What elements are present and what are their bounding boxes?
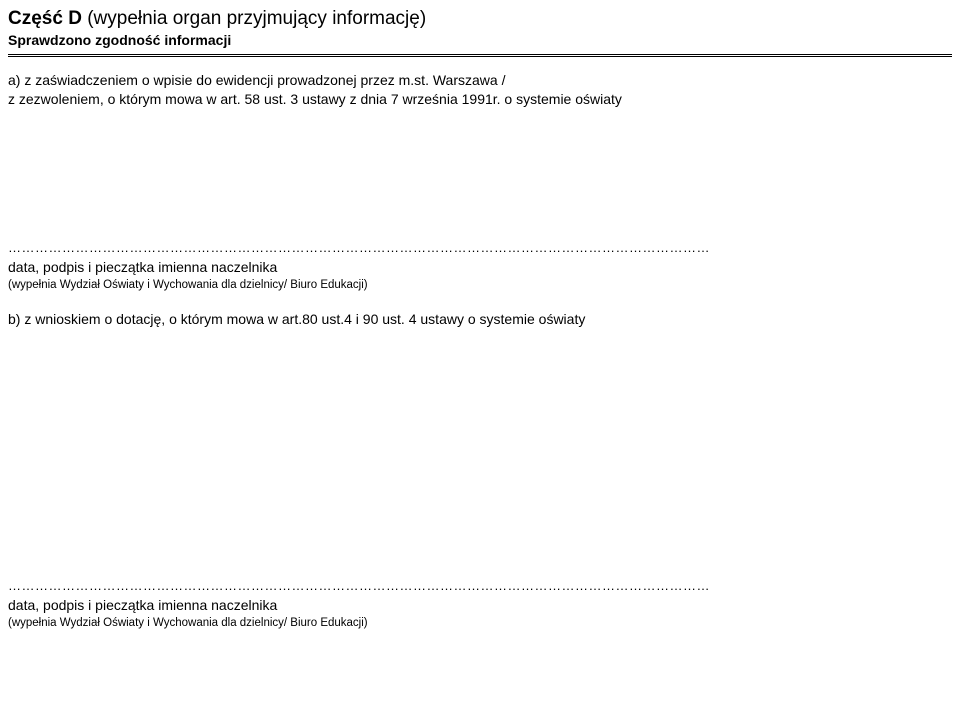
blank-space-b <box>8 329 952 577</box>
section-d-title-bold: Część D <box>8 8 82 29</box>
section-d-content: a) z zaświadczeniem o wpisie do ewidencj… <box>8 59 952 632</box>
paragraph-b: b) z wnioskiem o dotację, o którym mowa … <box>8 310 952 329</box>
section-d-title-rest: (wypełnia organ przyjmujący informację) <box>82 8 426 29</box>
signature-dots-a: …………………………………………………………………………………………………………… <box>8 239 952 257</box>
signature-dots-b: …………………………………………………………………………………………………………… <box>8 577 952 595</box>
signature-label-a: data, podpis i pieczątka imienna naczeln… <box>8 258 952 277</box>
section-d-subtitle: Sprawdzono zgodność informacji <box>8 32 952 50</box>
blank-space-a <box>8 109 952 239</box>
section-d-header: Część D (wypełnia organ przyjmujący info… <box>8 6 952 57</box>
signature-label-b: data, podpis i pieczątka imienna naczeln… <box>8 596 952 615</box>
paragraph-a-line1: a) z zaświadczeniem o wpisie do ewidencj… <box>8 71 952 90</box>
signature-note-b: (wypełnia Wydział Oświaty i Wychowania d… <box>8 616 952 632</box>
section-d-title: Część D (wypełnia organ przyjmujący info… <box>8 8 952 30</box>
paragraph-b-line: b) z wnioskiem o dotację, o którym mowa … <box>8 311 585 327</box>
signature-note-a: (wypełnia Wydział Oświaty i Wychowania d… <box>8 278 952 294</box>
paragraph-a-line2: z zezwoleniem, o którym mowa w art. 58 u… <box>8 90 952 109</box>
paragraph-a: a) z zaświadczeniem o wpisie do ewidencj… <box>8 71 952 109</box>
